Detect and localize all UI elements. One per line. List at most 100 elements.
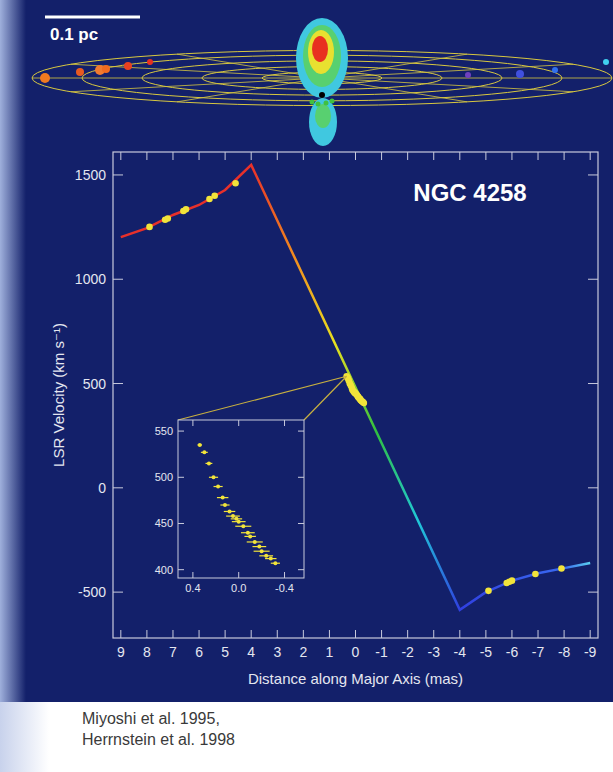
disk-maser-dot	[147, 59, 153, 65]
inset-x-tick-label: -0.4	[275, 582, 294, 594]
x-tick	[329, 630, 330, 638]
jet	[296, 18, 348, 98]
y-tick	[113, 592, 123, 593]
inset-y-tick	[298, 431, 304, 432]
inset-y-tick	[298, 477, 304, 478]
y-tick	[588, 592, 598, 593]
x-tick-label: 3	[273, 644, 281, 660]
x-tick	[225, 152, 226, 160]
maser-point	[223, 503, 227, 507]
model-curve	[121, 165, 590, 610]
x-tick-label: -2	[401, 644, 414, 660]
nucleus	[319, 92, 325, 98]
maser-point	[198, 443, 202, 447]
x-tick	[303, 152, 304, 160]
maser-point	[264, 554, 268, 558]
x-tick	[225, 630, 226, 638]
x-tick-label: 8	[143, 644, 151, 660]
maser-point	[211, 193, 218, 200]
x-tick	[146, 152, 147, 160]
maser-point	[485, 588, 492, 595]
x-tick-label: 7	[169, 644, 177, 660]
maser-point	[269, 557, 273, 561]
jet	[315, 104, 331, 128]
disk-maser-dot	[516, 70, 524, 78]
inset-y-tick	[178, 477, 184, 478]
jet	[303, 25, 341, 87]
y-tick	[113, 174, 123, 175]
disk-maser-dot	[330, 99, 335, 104]
y-tick-label: 1000	[75, 271, 106, 287]
maser-point	[532, 571, 539, 578]
x-tick	[120, 152, 121, 160]
x-tick	[590, 152, 591, 160]
x-tick-label: -3	[427, 644, 440, 660]
inset-y-tick	[178, 569, 184, 570]
x-tick	[329, 152, 330, 160]
citation: Miyoshi et al. 1995,	[82, 710, 220, 727]
title: NGC 4258	[413, 179, 526, 206]
maser-point	[231, 514, 235, 518]
maser-point	[558, 565, 565, 572]
maser-point	[253, 540, 257, 544]
inset-x-tick	[284, 572, 285, 578]
x-tick-label: -7	[532, 644, 545, 660]
inset-y-tick-label: 450	[155, 517, 173, 529]
maser-point	[246, 531, 250, 535]
x-tick-label: 9	[117, 644, 125, 660]
disk-maser-dot	[603, 59, 609, 65]
y-tick-label: -500	[78, 584, 106, 600]
x-tick-label: -6	[506, 644, 519, 660]
disk-spoke	[322, 64, 573, 78]
jet	[312, 36, 328, 62]
y-tick	[588, 279, 598, 280]
x-tick	[564, 152, 565, 160]
x-tick	[199, 630, 200, 638]
edge-shade	[0, 0, 26, 772]
x-tick-label: 5	[221, 644, 229, 660]
x-tick	[172, 152, 173, 160]
maser-point	[237, 520, 241, 524]
inset-connector	[304, 376, 347, 420]
x-tick-label: -4	[454, 644, 467, 660]
x-tick	[459, 630, 460, 638]
y-tick	[113, 383, 123, 384]
disk-spoke	[71, 64, 322, 78]
inset-x-tick	[238, 420, 239, 426]
x-tick-label: 2	[299, 644, 307, 660]
maser-point	[248, 534, 252, 538]
inset-y-tick	[178, 523, 184, 524]
maser-point	[216, 485, 220, 489]
disk-illustration	[32, 18, 612, 146]
maser-point	[221, 496, 225, 500]
inset-y-tick	[298, 569, 304, 570]
x-tick-label: -5	[480, 644, 493, 660]
x-tick-label: -1	[375, 644, 388, 660]
maser-point	[146, 224, 153, 231]
x-tick	[538, 152, 539, 160]
x-tick	[251, 630, 252, 638]
jet	[309, 98, 337, 146]
maser-point	[183, 206, 190, 213]
x-tick	[146, 630, 147, 638]
x-tick	[485, 630, 486, 638]
disk-maser-dot	[310, 100, 315, 105]
x-tick	[407, 152, 408, 160]
x-tick	[407, 630, 408, 638]
disk-maser-dot	[102, 65, 110, 73]
maser-point	[361, 400, 368, 407]
x-tick	[199, 152, 200, 160]
disk-spoke	[32, 78, 322, 79]
disk-maser-dot	[316, 102, 321, 107]
disk-maser-dot	[76, 68, 84, 76]
x-tick	[511, 152, 512, 160]
background	[0, 0, 613, 772]
inset-y-tick-label: 500	[155, 471, 173, 483]
maser-point	[207, 461, 211, 465]
maser-point	[509, 577, 516, 584]
x-tick	[172, 630, 173, 638]
jet	[308, 30, 334, 74]
axes: 9876543210-1-2-3-4-5-6-7-8-9-50005001000…	[75, 152, 598, 660]
inset-x-tick-label: 0.0	[231, 582, 246, 594]
inset-frame	[178, 420, 304, 578]
